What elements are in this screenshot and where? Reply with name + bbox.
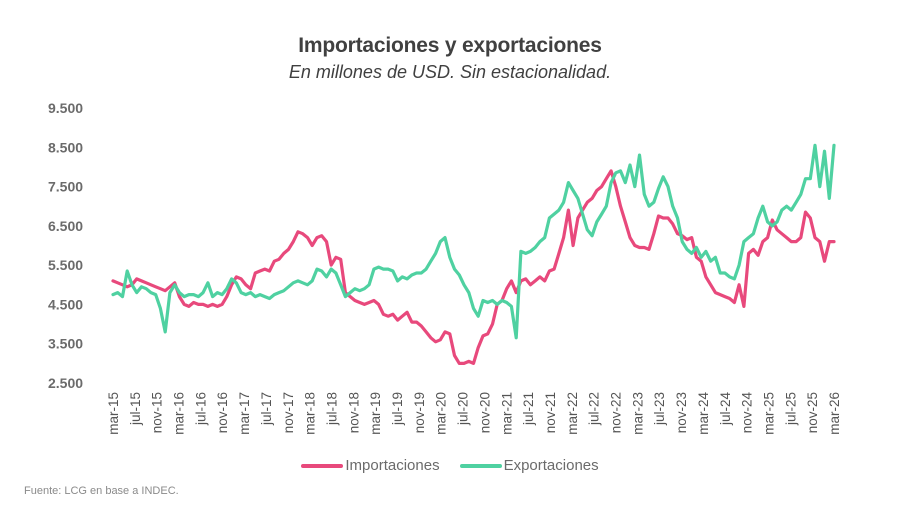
- x-axis: mar-15 jul-15 nov-15 mar-16 jul-16 nov-16 mar-…: [106, 392, 842, 435]
- x-tick-label: mar-24: [696, 392, 711, 435]
- series-line-importaciones: [111, 169, 836, 365]
- plot-area: [111, 143, 836, 365]
- x-tick-label: jul-17: [259, 392, 274, 426]
- x-tick-label: mar-22: [565, 392, 580, 435]
- x-tick-label: nov-18: [346, 392, 361, 433]
- x-tick-label: nov-17: [281, 392, 296, 433]
- x-tick-label: mar-16: [172, 392, 187, 435]
- legend-swatch-exportaciones: [459, 463, 502, 468]
- x-tick-label: nov-19: [412, 392, 427, 433]
- y-tick-label: 5.500: [48, 257, 83, 273]
- x-tick-label: mar-26: [827, 392, 842, 435]
- x-tick-label: nov-22: [609, 392, 624, 433]
- x-tick-label: mar-20: [434, 392, 449, 435]
- x-tick-label: nov-20: [477, 392, 492, 433]
- legend-label-exportaciones: Exportaciones: [503, 457, 599, 474]
- x-tick-label: nov-16: [215, 392, 230, 433]
- legend-item-exportaciones[interactable]: Exportaciones: [459, 457, 599, 474]
- y-tick-label: 6.500: [48, 218, 83, 234]
- x-tick-label: jul-24: [718, 392, 733, 427]
- legend-label-importaciones: Importaciones: [345, 457, 440, 474]
- legend-item-importaciones[interactable]: Importaciones: [301, 457, 440, 474]
- x-tick-label: jul-23: [652, 392, 667, 426]
- x-tick-label: mar-15: [106, 392, 121, 435]
- x-tick-label: nov-15: [150, 392, 165, 433]
- y-tick-label: 2.500: [48, 375, 83, 391]
- y-tick-label: 7.500: [48, 179, 83, 195]
- x-tick-label: nov-25: [805, 392, 820, 433]
- x-tick-label: jul-22: [587, 392, 602, 426]
- x-tick-label: jul-25: [783, 392, 798, 426]
- x-tick-label: jul-20: [456, 392, 471, 426]
- y-axis: 9.500 8.500 7.500 6.500 5.500 4.500 3.500 2.500: [48, 100, 83, 391]
- x-tick-label: mar-25: [761, 392, 776, 435]
- x-tick-label: jul-19: [390, 392, 405, 426]
- x-tick-label: nov-21: [543, 392, 558, 433]
- x-tick-label: nov-24: [740, 392, 755, 434]
- chart-subtitle: En millones de USD. Sin estacionalidad.: [288, 62, 612, 82]
- series-line-exportaciones: [111, 143, 836, 340]
- source-note: Fuente: LCG en base a INDEC.: [24, 485, 179, 497]
- x-tick-label: jul-16: [193, 392, 208, 426]
- x-tick-label: mar-17: [237, 392, 252, 435]
- x-tick-label: mar-19: [368, 392, 383, 435]
- legend: Importaciones Exportaciones: [0, 457, 900, 474]
- y-tick-label: 4.500: [48, 296, 83, 312]
- x-tick-label: mar-18: [303, 392, 318, 435]
- x-tick-label: nov-23: [674, 392, 689, 433]
- x-tick-label: jul-18: [324, 392, 339, 426]
- x-tick-label: mar-21: [499, 392, 514, 435]
- legend-swatch-importaciones: [301, 463, 344, 468]
- x-tick-label: mar-23: [630, 392, 645, 435]
- y-tick-label: 9.500: [48, 100, 83, 116]
- x-tick-label: jul-15: [128, 392, 143, 426]
- x-tick-label: jul-21: [521, 392, 536, 426]
- y-tick-label: 3.500: [48, 336, 83, 352]
- y-tick-label: 8.500: [48, 139, 83, 155]
- chart-title: Importaciones y exportaciones: [298, 34, 602, 57]
